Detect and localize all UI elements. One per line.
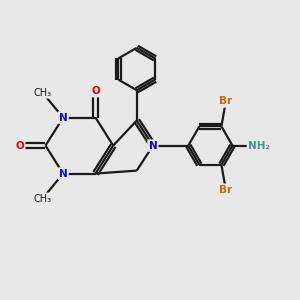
Text: O: O bbox=[91, 86, 100, 96]
Text: N: N bbox=[59, 112, 68, 123]
Text: N: N bbox=[148, 141, 157, 151]
Text: CH₃: CH₃ bbox=[34, 88, 52, 98]
Text: Br: Br bbox=[219, 96, 232, 106]
Text: CH₃: CH₃ bbox=[34, 194, 52, 204]
Text: NH₂: NH₂ bbox=[248, 141, 270, 151]
Text: Br: Br bbox=[219, 185, 232, 195]
Text: O: O bbox=[16, 141, 24, 151]
Text: N: N bbox=[59, 169, 68, 178]
